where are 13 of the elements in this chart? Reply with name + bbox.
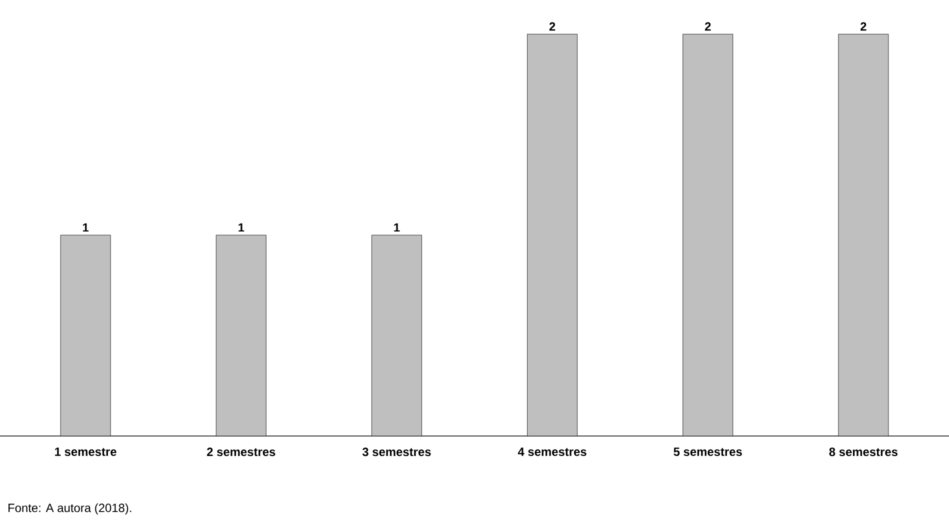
x-tick-label: 5 semestres: [674, 448, 742, 456]
x-tick-label: 8 semestres: [829, 448, 898, 456]
x-tick-label: 2 semestres: [207, 448, 276, 456]
data-label: 2: [704, 22, 711, 31]
source-note: Fonte: A autora (2018).: [8, 503, 132, 514]
data-label: 1: [82, 223, 89, 232]
data-label: 1: [394, 223, 400, 232]
data-label: 2: [860, 22, 866, 31]
x-tick-label: 3 semestres: [362, 448, 431, 456]
x-tick-label: 4 semestres: [518, 448, 586, 456]
data-label: 1: [238, 223, 244, 232]
x-tick-label: 1 semestre: [55, 448, 116, 456]
data-label: 2: [549, 22, 556, 31]
